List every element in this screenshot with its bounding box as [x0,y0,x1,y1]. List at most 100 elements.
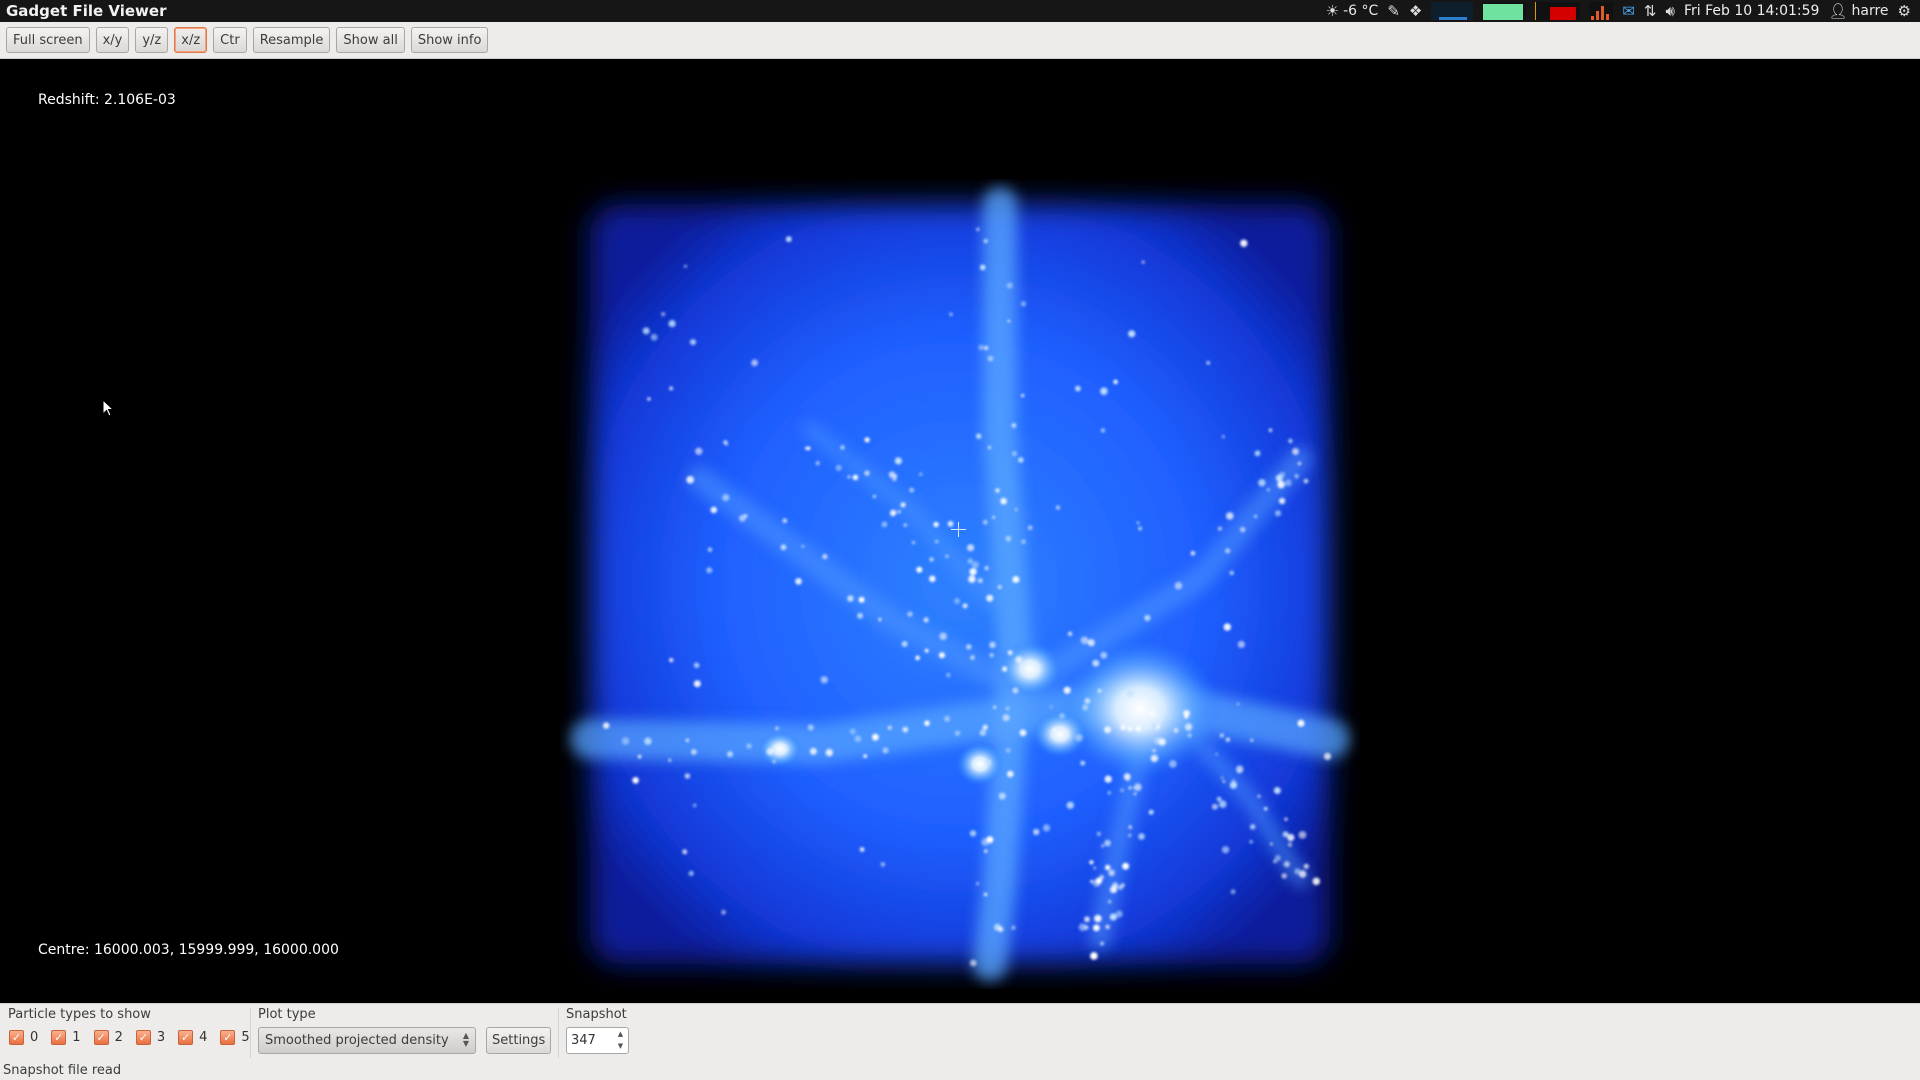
halo-dot [1059,712,1065,719]
mail-icon[interactable]: ✉ [1622,2,1635,20]
particle-type-1-checkbox[interactable]: ✓ 1 [51,1030,81,1045]
halo-dot [1113,379,1118,385]
combo-arrows-icon: ▲ ▼ [462,1031,469,1048]
particle-type-4-checkbox[interactable]: ✓ 4 [178,1030,207,1045]
halo-dot [840,445,845,450]
halo-dot [1104,726,1112,734]
resample-button[interactable]: Resample [252,27,331,53]
halo-dot [650,333,658,341]
halo-dot [864,470,870,476]
particle-type-5-checkbox[interactable]: ✓ 5 [220,1030,250,1045]
halo-dot [668,320,676,328]
particle-type-3-checkbox[interactable]: ✓ 3 [135,1030,165,1045]
spin-down-icon[interactable]: ▼ [617,1041,624,1050]
halo-dot [995,488,1000,493]
view-yz-button[interactable]: y/z [135,27,169,53]
halo-dot [1128,330,1136,338]
snapshot-input[interactable] [567,1032,613,1049]
halo-dot [1254,514,1258,518]
halo-dot [954,598,960,604]
show-all-button[interactable]: Show all [336,27,405,53]
halo-dot [968,575,976,583]
halo-dots [603,227,1332,967]
halo-dot [983,238,988,244]
halo-dot [1183,710,1190,717]
density-projection-image[interactable] [560,179,1360,989]
halo-dot [1184,715,1189,719]
settings-button[interactable]: Settings [486,1027,552,1054]
halo-dot [1287,842,1293,847]
halo-dot [1297,719,1305,727]
halo-dot [1055,505,1061,510]
centre-button[interactable]: Ctr [213,27,247,53]
halo-dot [1258,479,1266,487]
particle-type-label: 2 [114,1030,123,1045]
weather-indicator[interactable]: ☀ -6 °C [1326,2,1379,20]
group-separator [558,1008,559,1058]
spin-up-icon[interactable]: ▲ [617,1030,624,1038]
view-xy-button[interactable]: x/y [95,27,130,53]
halo-dot [746,743,752,749]
memory-graph[interactable] [1482,2,1527,20]
halo-dot [1100,941,1104,946]
redshift-label: Redshift: 2.106E-03 [38,92,176,108]
particle-type-0-checkbox[interactable]: ✓ 0 [9,1030,38,1045]
halo-dot [1126,689,1134,697]
toolbar: Full screen x/y y/z x/z Ctr Resample Sho… [0,22,1920,59]
plot-viewport[interactable]: Redshift: 2.106E-03 [0,59,1920,1003]
halo-dot [944,715,950,722]
halo-dot [686,475,695,484]
halo-dot [934,539,939,544]
snapshot-spinbox[interactable]: ▲ ▼ [566,1027,629,1054]
halo-dot [710,506,718,514]
halo-dot [1005,747,1011,753]
halo-dot [902,726,909,733]
halo-dot [1169,760,1177,768]
dropbox-icon[interactable]: ❖ [1408,2,1423,20]
halo-dot [1294,474,1299,479]
particle-type-2-checkbox[interactable]: ✓ 2 [93,1030,123,1045]
halo-dot [1066,801,1074,809]
checkmark-icon: ✓ [93,1030,109,1045]
group-separator [250,1008,251,1058]
halo-dot [682,849,688,855]
volume-icon[interactable]: 🔊︎ [1665,2,1675,20]
halo-dot [989,641,996,649]
clock[interactable]: Fri Feb 10 14:01:59 [1683,3,1820,19]
halo-dot [1144,614,1151,622]
network-arrows-icon[interactable]: ⇅ [1643,2,1657,20]
halo-dot [1053,728,1057,732]
halo-dot [642,327,650,335]
halo-dot [979,264,986,271]
halo-dot [938,652,946,659]
halo-dot [1257,794,1261,798]
halo-dot [857,612,864,619]
halo-dot [1093,924,1100,932]
halo-dot [924,720,930,726]
halo-dot [685,738,690,742]
network-graph[interactable] [1535,2,1581,20]
user-menu[interactable]: 👤︎ harre [1828,2,1888,20]
load-graph[interactable] [1589,2,1614,20]
show-info-button[interactable]: Show info [410,27,489,53]
power-gear-icon[interactable]: ⚙ [1897,2,1911,20]
full-screen-button[interactable]: Full screen [6,27,90,53]
halo-dot [1096,831,1101,837]
plot-type-select[interactable]: Smoothed projected density ▲ ▼ [258,1027,476,1054]
cpu-graph[interactable] [1431,2,1474,20]
halo-dot [822,553,828,560]
halo-dot [1206,361,1211,365]
view-xz-button[interactable]: x/z [174,27,208,53]
halo-dot [987,445,992,450]
halo-dot [854,735,862,742]
app-title: Gadget File Viewer [6,2,167,20]
halo-dot [1236,768,1242,774]
halo-dot [1229,570,1234,576]
halo-dot [1250,738,1254,742]
notes-icon[interactable]: ✎ [1387,2,1400,20]
halo-dot [1239,526,1246,533]
halo-dot [1150,754,1159,763]
halo-dot [1288,438,1293,444]
halo-dot [1100,387,1108,395]
halo-dot [946,673,951,678]
